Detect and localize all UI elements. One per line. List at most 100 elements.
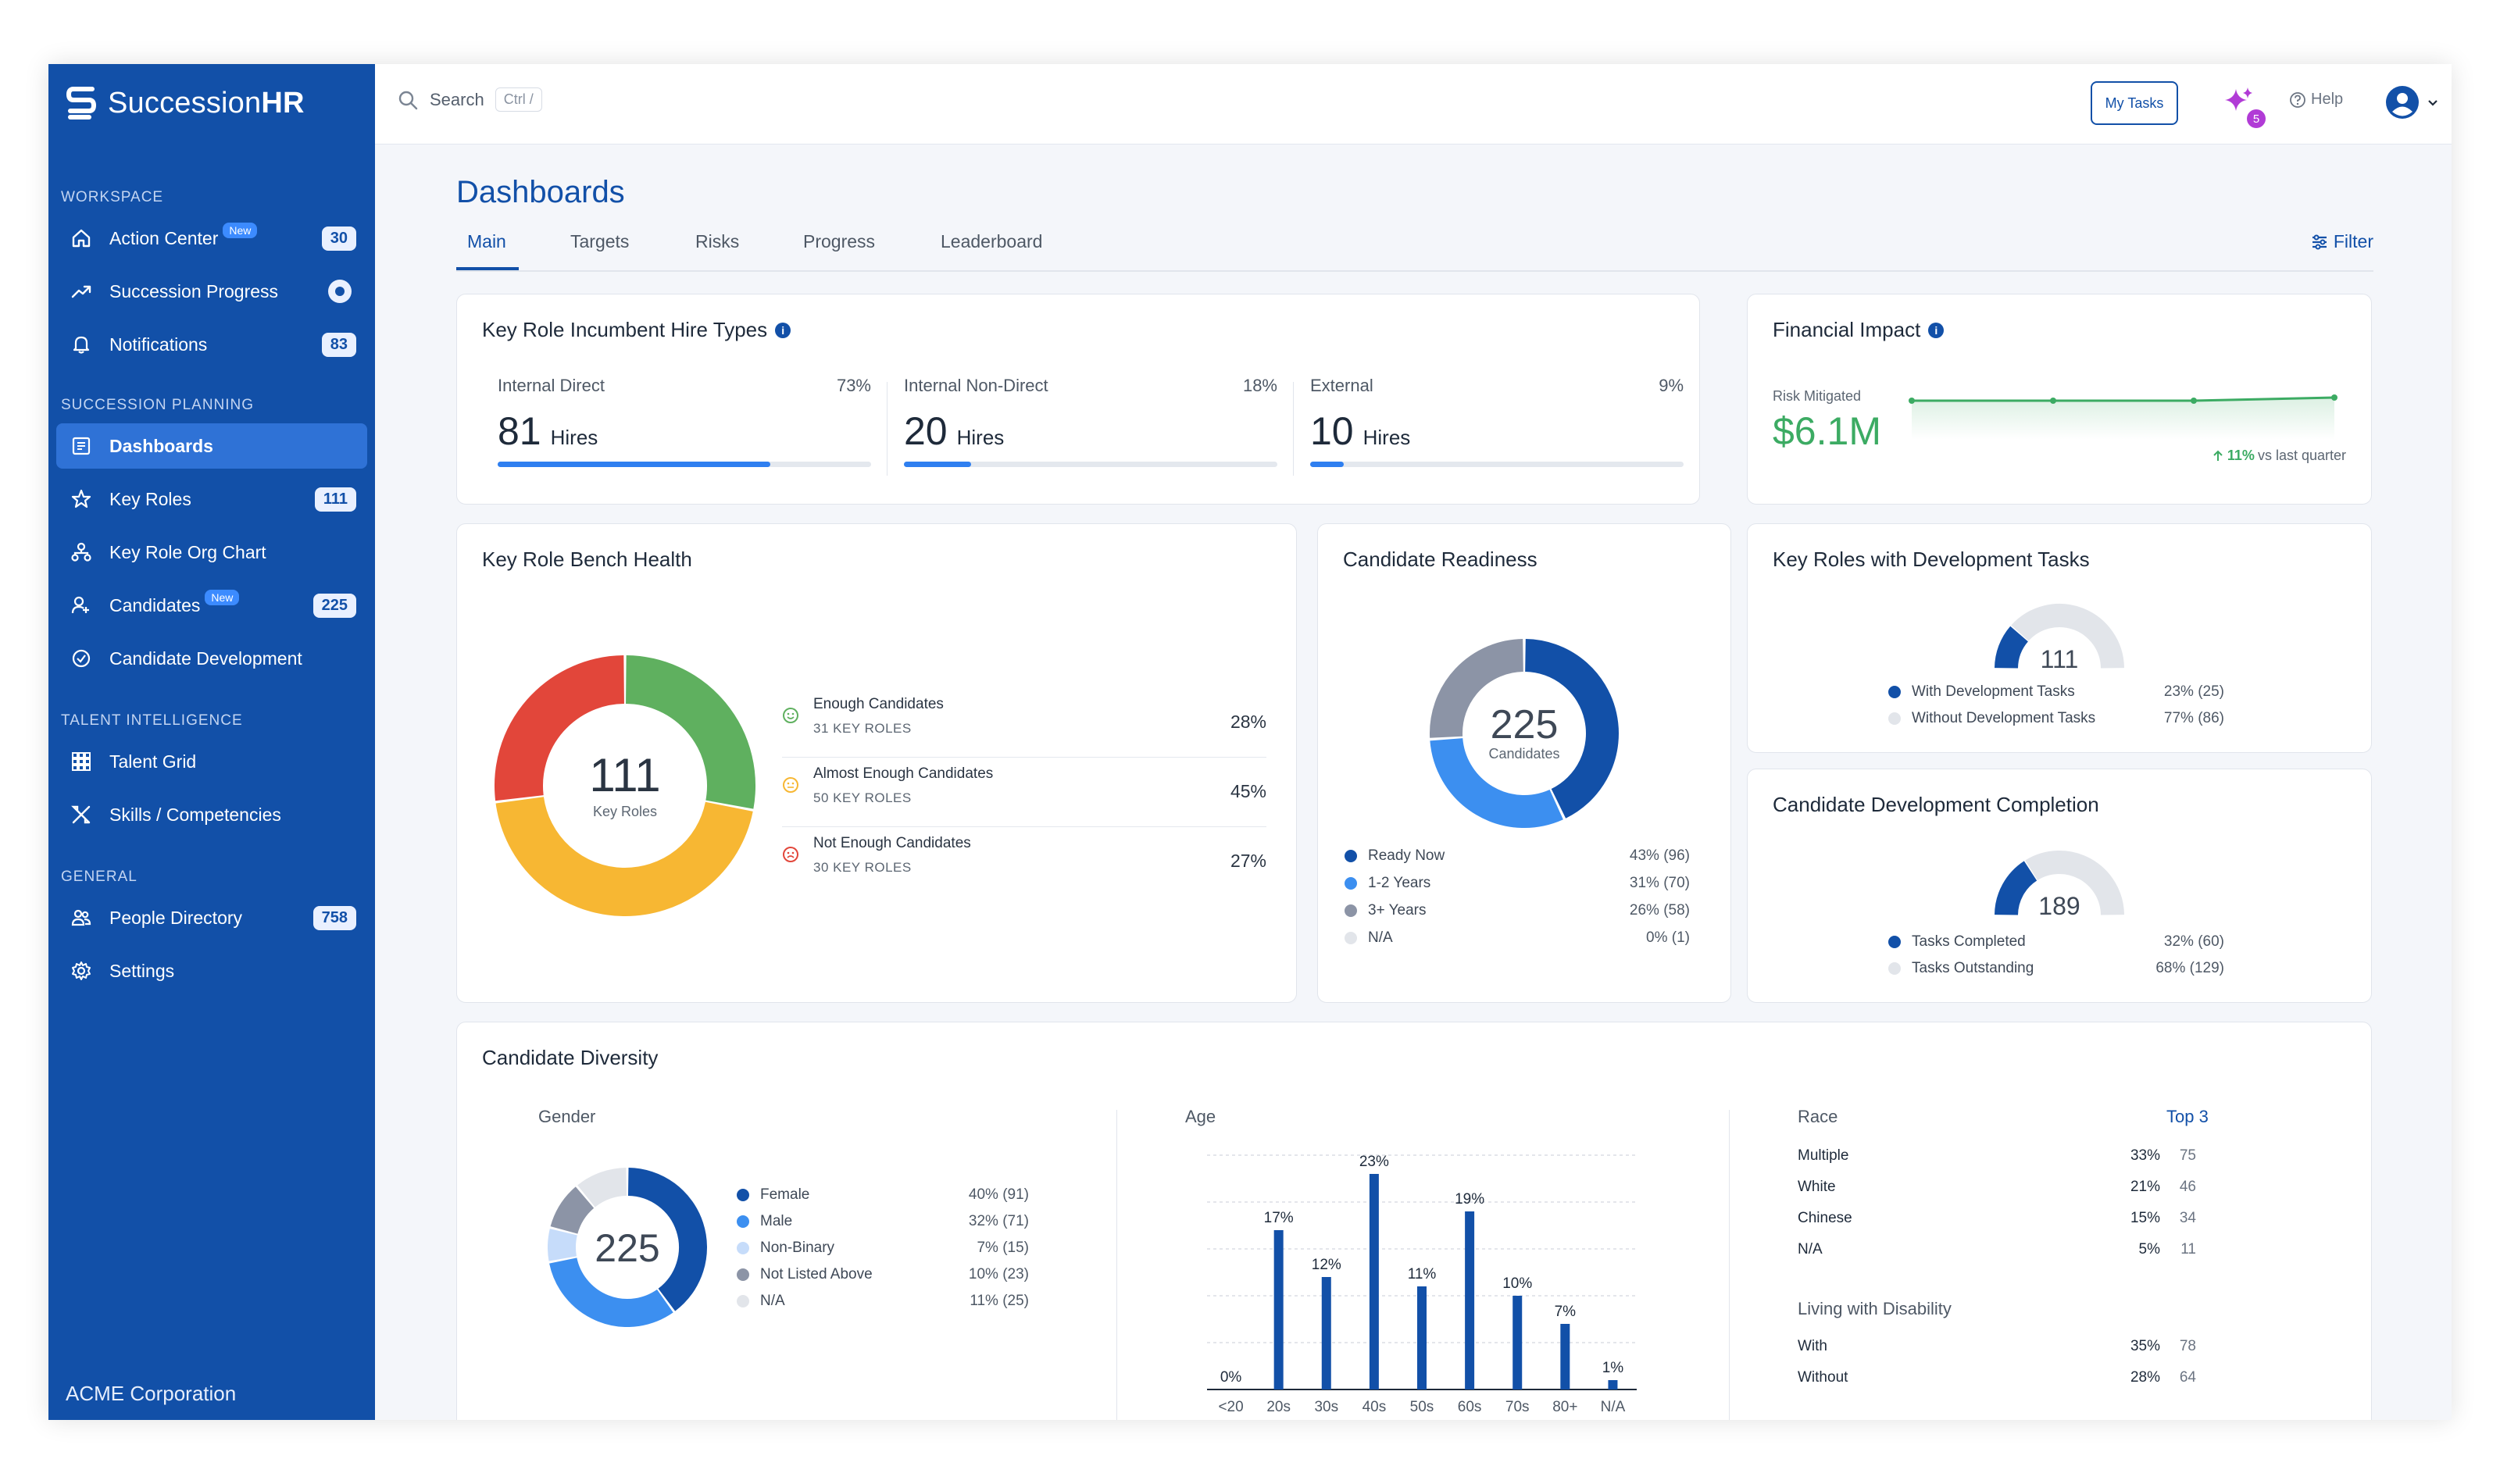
development-tasks-card: Key Roles with Development Tasks 111 Wit… <box>1747 523 2372 753</box>
legend-label: N/A <box>760 1293 785 1309</box>
tick-label: <20 <box>1218 1399 1243 1415</box>
sidebar-item-skills[interactable]: Skills / Competencies <box>56 792 367 837</box>
sidebar-item-succession-progress[interactable]: Succession Progress <box>56 269 367 314</box>
card-title: Key Role Bench Health <box>482 548 692 571</box>
bench-row: Enough Candidates 31 KEY ROLES 28% <box>782 696 1266 752</box>
table-cell-pct: 21% <box>2130 1179 2160 1195</box>
tab-progress[interactable]: Progress <box>803 231 876 251</box>
legend-label: Tasks Completed <box>1912 933 2026 950</box>
star-icon <box>67 485 95 513</box>
logo[interactable]: SuccessionHR <box>66 78 305 128</box>
face-icon <box>782 707 799 724</box>
sidebar-item-candidates[interactable]: Candidates New 225 <box>56 583 367 628</box>
help-button[interactable]: Help <box>2289 91 2343 109</box>
divider <box>782 826 1266 827</box>
tab-targets[interactable]: Targets <box>570 231 630 251</box>
divider <box>887 382 888 476</box>
legend-value: 32% (60) <box>2163 933 2224 950</box>
sidebar-item-notifications[interactable]: Notifications 83 <box>56 322 367 367</box>
bench-sub: 31 KEY ROLES <box>813 721 912 736</box>
section-general: GENERAL <box>61 869 138 885</box>
sidebar-item-label: Candidate Development <box>109 647 302 669</box>
legend-item: Female <box>737 1186 809 1204</box>
data-label: 1% <box>1602 1360 1624 1376</box>
section-succession-planning: SUCCESSION PLANNING <box>61 397 255 413</box>
table-cell-pct: 35% <box>2130 1338 2160 1354</box>
bench-center-label: Key Roles <box>593 804 657 819</box>
legend-value: 23% (25) <box>2163 683 2224 700</box>
development-tasks-gauge: 111 <box>1995 604 2124 672</box>
data-label: 0% <box>1220 1369 1242 1386</box>
search-box[interactable]: Search Ctrl / <box>397 87 542 112</box>
legend-value: 10% (23) <box>968 1266 1029 1282</box>
legend-value: 11% (25) <box>970 1293 1029 1309</box>
progress-bar <box>1310 462 1684 467</box>
filter-button[interactable]: Filter <box>2310 231 2373 252</box>
filter-label: Filter <box>2333 231 2373 251</box>
info-icon[interactable]: i <box>775 322 791 338</box>
sidebar-item-action-center[interactable]: Action Center New 30 <box>56 216 367 261</box>
gauge-arc-1 <box>2025 851 2124 916</box>
organization-name: ACME Corporation <box>66 1382 237 1405</box>
legend-label: N/A <box>1368 929 1393 946</box>
legend-value: 77% (86) <box>2163 710 2224 726</box>
table-cell-count: 11 <box>2180 1241 2196 1257</box>
info-icon[interactable]: i <box>1928 322 1945 338</box>
my-tasks-button[interactable]: My Tasks <box>2091 81 2178 125</box>
data-label: 17% <box>1264 1210 1294 1226</box>
sidebar-item-label: Action Center <box>109 227 219 248</box>
readiness-donut: 225 Candidates <box>1430 639 1619 828</box>
sidebar-item-key-roles[interactable]: Key Roles 111 <box>56 476 367 522</box>
divider <box>782 757 1266 758</box>
count-badge: 83 <box>321 332 356 357</box>
count-badge: 225 <box>312 593 356 618</box>
sidebar-item-dashboards[interactable]: Dashboards <box>56 423 367 469</box>
sidebar-item-people-directory[interactable]: People Directory 758 <box>56 895 367 940</box>
legend-item: Tasks Outstanding <box>1888 960 2034 977</box>
sidebar: SuccessionHR WORKSPACE Action Center New… <box>48 64 375 1420</box>
user-menu[interactable] <box>2384 84 2439 120</box>
legend-dot <box>737 1215 749 1228</box>
tick-label: 80+ <box>1552 1399 1577 1415</box>
trend-icon <box>67 277 95 305</box>
legend-value: 0% (1) <box>1646 929 1690 946</box>
grid-icon <box>67 747 95 776</box>
search-placeholder: Search <box>430 89 484 109</box>
filter-icon <box>2312 234 2327 249</box>
logo-icon <box>66 87 97 120</box>
top-3-link[interactable]: Top 3 <box>2166 1107 2209 1126</box>
sidebar-item-label: Talent Grid <box>109 751 197 772</box>
sidebar-item-candidate-development[interactable]: Candidate Development <box>56 636 367 681</box>
new-tag: New <box>205 590 240 605</box>
arc-1-2-years <box>1430 737 1563 828</box>
legend-dot <box>1888 962 1901 975</box>
table-cell-label: Chinese <box>1798 1210 1852 1226</box>
bench-pct: 45% <box>1230 781 1266 801</box>
face-icon <box>782 776 799 794</box>
legend-label: With Development Tasks <box>1912 683 2075 700</box>
table-cell-count: 64 <box>2179 1369 2196 1386</box>
table-cell-pct: 5% <box>2138 1241 2160 1257</box>
arc-enough <box>625 655 755 809</box>
hire-type-internal-non-direct: Internal Non-Direct 18% 20 Hires <box>904 376 1277 469</box>
bench-pct: 28% <box>1230 712 1266 732</box>
avatar <box>2386 86 2419 119</box>
development-completion-gauge: 189 <box>1995 851 2124 919</box>
table-cell-pct: 15% <box>2130 1210 2160 1226</box>
table-cell-label: With <box>1798 1338 1827 1354</box>
card-title: Candidate Development Completion <box>1773 793 2099 816</box>
sidebar-item-key-role-org-chart[interactable]: Key Role Org Chart <box>56 530 367 575</box>
sidebar-item-talent-grid[interactable]: Talent Grid <box>56 739 367 784</box>
gauge-arc-0 <box>1995 626 2029 669</box>
sidebar-item-label: Skills / Competencies <box>109 804 281 825</box>
data-label: 23% <box>1359 1154 1389 1170</box>
hire-type-external: External 9% 10 Hires <box>1310 376 1684 469</box>
help-icon <box>2290 91 2305 108</box>
tab-risks[interactable]: Risks <box>695 231 740 251</box>
sparkle-icon[interactable] <box>2223 86 2255 117</box>
tab-leaderboard[interactable]: Leaderboard <box>941 231 1043 251</box>
tab-main[interactable]: Main <box>467 231 506 251</box>
sidebar-item-settings[interactable]: Settings <box>56 948 367 993</box>
sidebar-item-label: People Directory <box>109 907 243 928</box>
gauge-arc-0 <box>1995 861 2038 916</box>
